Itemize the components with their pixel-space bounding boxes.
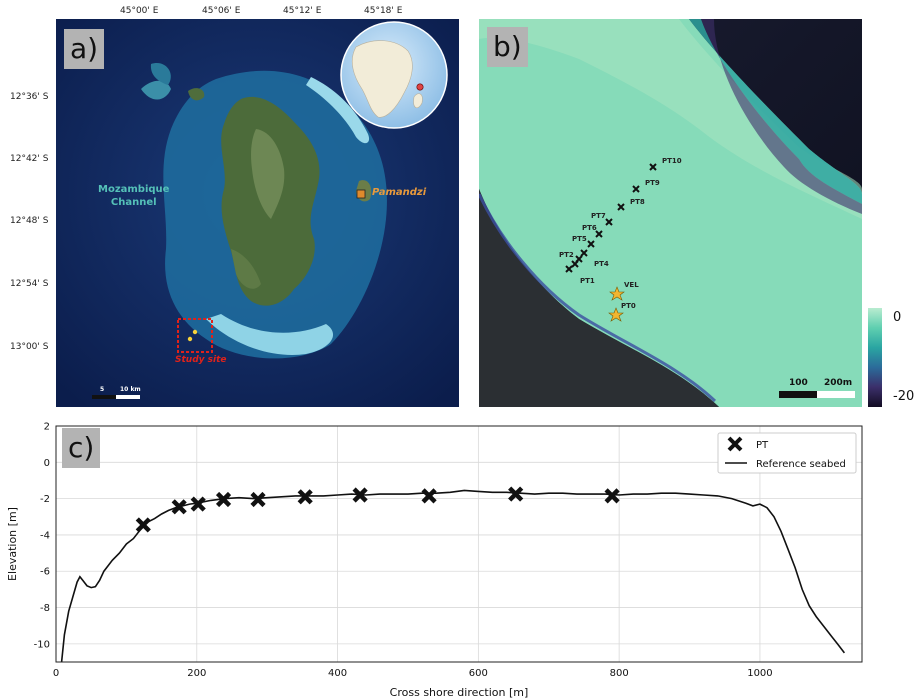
vel-marker xyxy=(609,286,625,301)
pt-markers xyxy=(565,163,657,322)
scale-label-5: 5 xyxy=(100,386,105,393)
pt9-label: PT9 xyxy=(645,179,660,187)
left-tick-2: 12°42' S xyxy=(10,154,49,164)
pt-point xyxy=(352,487,368,503)
legend-pt-icon xyxy=(727,436,743,452)
pt-point xyxy=(190,496,206,512)
pamandzi-label: Pamandzi xyxy=(372,187,427,198)
colorbar-tick-20: -20 xyxy=(893,389,915,404)
pt4-marker xyxy=(571,260,579,268)
pt-point xyxy=(508,486,524,502)
plot-frame xyxy=(55,425,863,663)
top-tick-3: 45°12' E xyxy=(283,6,322,16)
y-tick-label: -4 xyxy=(40,530,50,541)
pt7-label: PT7 xyxy=(591,212,606,220)
x-tick-label: 200 xyxy=(187,668,206,679)
b-scale-label-100: 100 xyxy=(789,378,808,388)
scale-label-10km: 10 km xyxy=(120,386,141,393)
y-axis-label: Elevation [m] xyxy=(6,507,19,581)
vel-label: VEL xyxy=(624,281,639,289)
left-tick-5: 13°00' S xyxy=(10,342,49,352)
pt6-marker xyxy=(595,230,603,238)
top-tick-1: 45°00' E xyxy=(120,6,159,16)
pt8-label: PT8 xyxy=(630,198,645,206)
reference-seabed-line xyxy=(60,489,846,663)
pt1-marker xyxy=(565,265,573,273)
pt10-marker xyxy=(649,163,657,171)
top-tick-2: 45°06' E xyxy=(202,6,241,16)
study-site-label: Study site xyxy=(175,355,227,365)
pt5b-marker xyxy=(580,249,588,257)
x-tick-label: 400 xyxy=(328,668,347,679)
legend-pt-label: PT xyxy=(756,440,769,451)
channel-line-1: Mozambique xyxy=(98,184,170,195)
pt7-marker xyxy=(605,218,613,226)
elevation-chart: 0 200 400 600 800 1000 2 0 -2 -4 -6 -8 -10 Cross sho… xyxy=(6,422,863,699)
pt0-marker xyxy=(608,307,624,322)
y-tick-label: -8 xyxy=(40,603,50,614)
left-tick-3: 12°48' S xyxy=(10,216,49,226)
panel-b-label: b) xyxy=(487,27,528,67)
bathymetry-map xyxy=(479,19,862,407)
pt-point xyxy=(604,488,620,504)
y-tick-label: 2 xyxy=(44,422,50,433)
pt0-label: PT0 xyxy=(621,302,636,310)
x-axis-label: Cross shore direction [m] xyxy=(390,686,529,699)
pt9-marker xyxy=(632,185,640,193)
y-tick-label: 0 xyxy=(44,458,50,469)
pt-point xyxy=(135,517,151,533)
pt2-label: PT2 xyxy=(559,251,574,259)
colorbar xyxy=(868,308,882,407)
pt-point xyxy=(421,488,437,504)
legend-seabed-label: Reference seabed xyxy=(756,459,846,470)
y-tick-label: -10 xyxy=(34,639,50,650)
pt4-label: PT4 xyxy=(594,260,609,268)
x-tick-label: 800 xyxy=(610,668,629,679)
pt5-marker xyxy=(587,240,595,248)
y-tick-label: -2 xyxy=(40,494,50,505)
x-tick-label: 600 xyxy=(469,668,488,679)
b-scale-label-200m: 200m xyxy=(824,378,853,388)
left-tick-4: 12°54' S xyxy=(10,279,49,289)
pt5-label: PT5 xyxy=(572,235,587,243)
satellite-map xyxy=(56,19,459,407)
pt6-label: PT6 xyxy=(582,224,597,232)
pt-point xyxy=(297,489,313,505)
panel-a-label: a) xyxy=(64,29,105,69)
left-tick-1: 12°36' S xyxy=(10,92,49,102)
pt-crosses xyxy=(565,163,657,273)
pt10-label: PT10 xyxy=(662,157,682,165)
x-tick-label: 0 xyxy=(53,668,59,679)
pt-point xyxy=(250,491,266,508)
y-tick-label: -6 xyxy=(40,567,50,578)
panel-c-label: c) xyxy=(62,428,101,468)
top-tick-4: 45°18' E xyxy=(364,6,403,16)
legend: PT Reference seabed xyxy=(717,432,857,474)
pt8-marker xyxy=(617,203,625,211)
x-tick-label: 1000 xyxy=(747,668,772,679)
pt1-label: PT1 xyxy=(580,277,595,285)
pt-point xyxy=(171,499,187,515)
colorbar-tick-0: 0 xyxy=(893,310,902,325)
mozambique-channel-label: Mozambique Channel xyxy=(98,183,169,209)
channel-line-2: Channel xyxy=(110,197,157,208)
pt-point xyxy=(215,491,232,508)
